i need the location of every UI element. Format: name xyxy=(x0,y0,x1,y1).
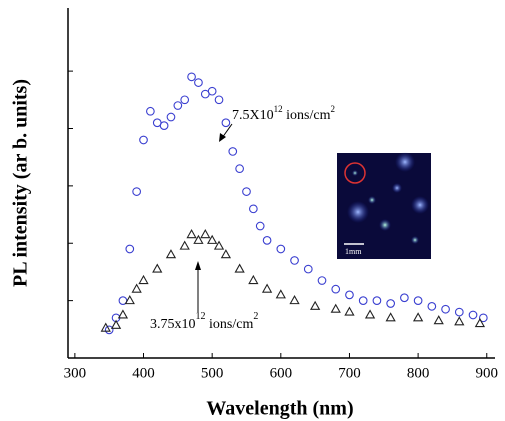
point xyxy=(166,112,176,122)
x-tick-label: 800 xyxy=(407,365,430,381)
point xyxy=(290,256,299,265)
point xyxy=(372,296,382,305)
spot xyxy=(347,201,369,223)
spot xyxy=(392,183,402,193)
point xyxy=(317,276,327,285)
inset: 1mm xyxy=(337,152,431,259)
point xyxy=(207,86,217,96)
point xyxy=(213,240,225,250)
point xyxy=(125,244,135,254)
point xyxy=(152,263,163,273)
point xyxy=(220,249,232,259)
annotation-text: ions/cm xyxy=(283,108,331,123)
point xyxy=(248,274,259,285)
point xyxy=(468,310,478,320)
point xyxy=(262,236,272,245)
point xyxy=(413,296,423,305)
annotation-text: ions/cm xyxy=(206,317,254,332)
point xyxy=(179,240,190,250)
point xyxy=(200,229,211,239)
y-axis-title: PL intensity (ar b. units) xyxy=(10,79,32,287)
arrow-head xyxy=(219,133,226,142)
point xyxy=(249,204,258,214)
point xyxy=(433,315,444,325)
point xyxy=(186,229,197,239)
annotation-text: 3.75x10 xyxy=(150,317,196,332)
point xyxy=(159,121,169,130)
point xyxy=(242,187,251,196)
point xyxy=(207,234,218,244)
point xyxy=(454,307,464,317)
point xyxy=(358,296,368,305)
annotation: 7.5X1012 ions/cm2 xyxy=(232,104,335,123)
point xyxy=(478,313,488,323)
spot xyxy=(411,236,419,244)
point xyxy=(261,283,273,293)
point xyxy=(309,300,321,310)
point xyxy=(441,304,450,314)
spot xyxy=(352,170,358,176)
point xyxy=(289,294,300,305)
point xyxy=(303,264,313,274)
point xyxy=(255,221,265,231)
annotation-text: 2 xyxy=(253,311,258,322)
highlight-circle xyxy=(344,162,366,184)
point xyxy=(386,299,396,308)
point xyxy=(173,101,183,110)
x-tick-label: 900 xyxy=(476,365,499,381)
point xyxy=(400,293,409,303)
point xyxy=(454,316,465,326)
point xyxy=(187,72,196,82)
arrow-head xyxy=(195,261,201,270)
point xyxy=(344,306,355,316)
point xyxy=(235,164,244,174)
point xyxy=(275,289,286,299)
point xyxy=(221,118,231,128)
point xyxy=(117,309,129,319)
point xyxy=(138,274,149,285)
point xyxy=(330,303,341,313)
point xyxy=(180,95,190,105)
point xyxy=(228,147,238,156)
point xyxy=(193,234,204,244)
point xyxy=(276,244,286,254)
scale-label: 1mm xyxy=(345,247,362,256)
point xyxy=(474,317,486,328)
x-tick-label: 600 xyxy=(270,365,293,381)
annotation-text: 12 xyxy=(274,104,283,114)
point xyxy=(104,325,114,335)
annotation-text: 7.5X10 xyxy=(232,108,274,123)
point xyxy=(100,322,111,332)
spot xyxy=(411,196,429,214)
point xyxy=(194,78,203,87)
annotation: 3.75x1012 ions/cm2 xyxy=(150,311,258,332)
point xyxy=(165,249,177,259)
point xyxy=(234,263,245,273)
annotation-text: 12 xyxy=(196,311,206,322)
point xyxy=(214,95,224,105)
x-tick-label: 300 xyxy=(64,365,87,381)
spot xyxy=(379,219,391,231)
point xyxy=(110,319,122,329)
spot xyxy=(368,196,376,204)
point xyxy=(385,312,396,322)
point xyxy=(131,283,142,293)
point xyxy=(331,284,341,294)
point xyxy=(146,106,155,116)
point xyxy=(139,135,148,145)
point xyxy=(345,290,354,300)
point xyxy=(124,294,135,305)
point xyxy=(412,312,424,322)
x-tick-label: 500 xyxy=(201,365,224,381)
x-axis-title: Wavelength (nm) xyxy=(206,398,353,420)
annotation-text: 2 xyxy=(330,104,335,114)
point xyxy=(364,309,376,319)
point xyxy=(132,187,141,196)
spot xyxy=(395,152,415,172)
x-tick-label: 400 xyxy=(132,365,155,381)
x-tick-label: 700 xyxy=(338,365,361,381)
point xyxy=(427,302,437,311)
